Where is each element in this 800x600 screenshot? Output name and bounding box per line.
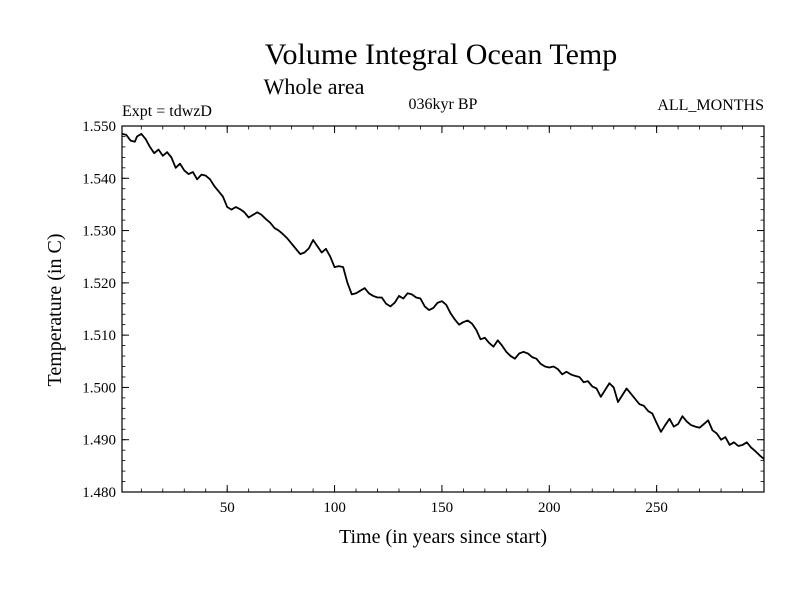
- chart-title: Volume Integral Ocean Temp: [265, 38, 618, 71]
- x-tick-label: 150: [431, 500, 454, 516]
- x-tick-label: 50: [220, 500, 235, 516]
- y-tick-label: 1.510: [82, 328, 116, 344]
- y-tick-label: 1.500: [82, 380, 116, 396]
- x-tick-label: 200: [538, 500, 561, 516]
- y-tick-label: 1.530: [82, 224, 116, 240]
- experiment-label: Expt = tdwzD: [122, 103, 212, 120]
- series-line-temperature: [121, 132, 765, 460]
- y-tick-label: 1.490: [82, 433, 116, 449]
- y-tick-label: 1.550: [82, 119, 116, 135]
- plot-frame: [121, 125, 765, 493]
- y-tick-label: 1.540: [82, 171, 116, 187]
- y-tick-label: 1.520: [82, 276, 116, 292]
- period-label: 036kyr BP: [409, 96, 478, 113]
- y-tick-label: 1.480: [82, 485, 116, 501]
- y-axis-label: Temperature (in C): [44, 234, 66, 387]
- x-axis-label: Time (in years since start): [339, 526, 547, 548]
- months-label: ALL_MONTHS: [657, 97, 764, 114]
- chart-subtitle: Whole area: [264, 74, 365, 99]
- x-tick-label: 250: [645, 500, 668, 516]
- series-layer: [121, 132, 765, 460]
- x-tick-label: 100: [323, 500, 346, 516]
